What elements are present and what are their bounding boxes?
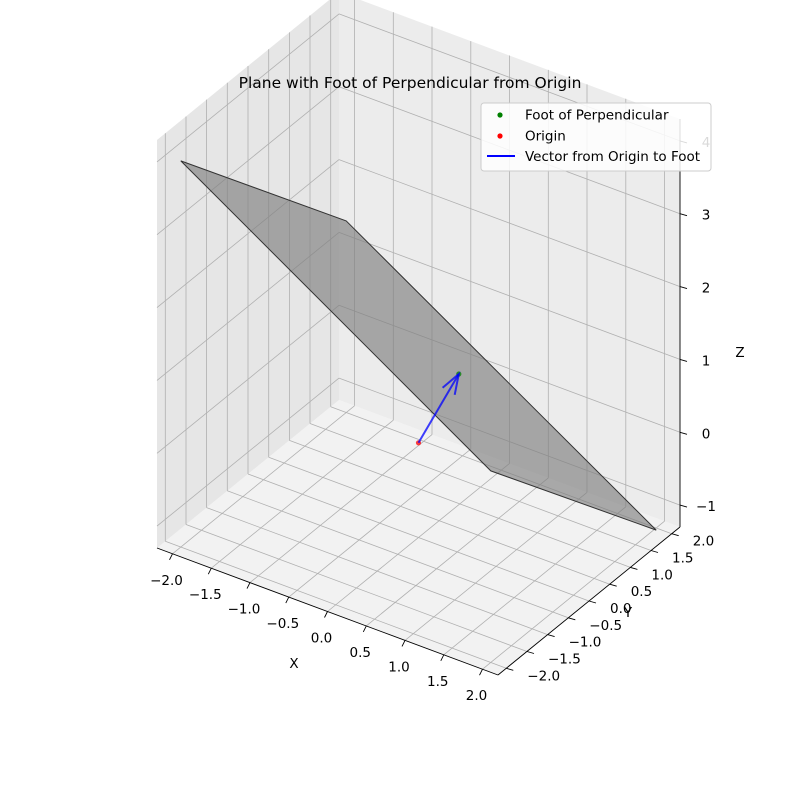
y-tick-label: −1.5 — [548, 652, 581, 668]
z-tick-mark — [679, 358, 688, 362]
x-tick-mark — [246, 582, 251, 589]
z-axis-label: Z — [735, 345, 744, 361]
y-tick-label: −0.5 — [589, 618, 622, 634]
x-tick-label: 1.0 — [388, 659, 409, 675]
floor-grid-y — [309, 423, 652, 551]
x-tick-mark — [207, 567, 212, 575]
vector-arrowhead — [441, 371, 461, 395]
floor-grid-y — [268, 456, 610, 585]
x-tick-label: 2.0 — [466, 688, 487, 704]
x-tick-mark — [362, 625, 367, 633]
z-tick-label: 2 — [702, 281, 711, 297]
back-grid-z — [338, 159, 681, 287]
x-tick-mark — [479, 668, 483, 676]
y-tick-label: 1.5 — [672, 551, 693, 567]
x-axis-label: X — [289, 656, 298, 672]
x-tick-label: 0.5 — [350, 645, 371, 661]
z-tick-label: 0 — [702, 426, 711, 442]
x-tick-label: 0.0 — [311, 631, 332, 647]
chart-title: Plane with Foot of Perpendicular from Or… — [239, 74, 582, 92]
legend-label-vector: Vector from Origin to Foot — [525, 149, 700, 165]
y-tick-label: 0.5 — [631, 584, 652, 600]
left-grid-z — [156, 159, 340, 308]
x-tick-mark — [401, 640, 406, 647]
left-grid-z — [156, 377, 340, 527]
floor-grid-y — [165, 540, 507, 669]
x-tick-mark — [440, 654, 445, 662]
y-tick-mark — [506, 667, 514, 671]
left-grid-z — [156, 13, 340, 163]
legend-label-origin: Origin — [525, 129, 566, 145]
y-tick-mark — [630, 566, 638, 570]
x-tick-label: −1.0 — [228, 602, 261, 618]
y-tick-mark — [650, 550, 659, 553]
y-tick-label: 1.0 — [651, 567, 672, 583]
y-tick-mark — [568, 617, 576, 621]
y-axis-label: Y — [623, 605, 633, 621]
x-tick-mark — [324, 611, 328, 618]
y-tick-mark — [609, 583, 617, 587]
x-tick-label: −2.0 — [150, 573, 183, 589]
plane-surface — [180, 160, 657, 531]
z-tick-mark — [679, 431, 688, 435]
left-grid-z — [156, 304, 340, 454]
x-tick-label: 1.5 — [427, 674, 448, 690]
legend-label-foot: Foot of Perpendicular — [525, 108, 669, 124]
y-tick-label: 0.0 — [610, 601, 631, 617]
legend-marker-foot — [497, 112, 503, 118]
x-tick-mark — [169, 553, 173, 561]
floor-grid-y — [206, 507, 548, 635]
back-grid-z — [338, 232, 681, 360]
floor-grid-y — [247, 473, 590, 602]
z-tick-mark — [679, 213, 688, 217]
legend-marker-origin — [497, 133, 503, 139]
floor-grid-y — [185, 524, 528, 652]
y-tick-mark — [671, 533, 679, 537]
x-tick-mark — [285, 596, 290, 604]
x-tick-label: −1.5 — [189, 587, 222, 603]
z-tick-mark — [679, 286, 688, 290]
legend-frame — [480, 102, 712, 172]
z-tick-label: 1 — [702, 353, 711, 369]
vector-shaft — [417, 373, 460, 444]
y-tick-label: 2.0 — [693, 534, 714, 550]
left-grid-z — [156, 86, 340, 236]
plane-polygon — [180, 160, 657, 531]
data-marks — [415, 371, 462, 446]
legend: Foot of Perpendicular Origin Vector from… — [480, 102, 712, 172]
z-tick-label: 3 — [702, 208, 711, 224]
y-tick-label: −1.0 — [569, 635, 602, 651]
y-tick-label: −2.0 — [527, 668, 560, 684]
z-tick-mark — [679, 504, 688, 508]
y-tick-mark — [588, 600, 597, 604]
tick-labels: −2.0−1.5−1.0−0.50.00.51.01.52.0−2.0−1.5−… — [150, 135, 716, 704]
y-tick-mark — [526, 651, 535, 654]
y-tick-mark — [547, 634, 555, 638]
floor-grid-y — [227, 490, 569, 619]
z-tick-label: −1 — [696, 499, 716, 515]
x-tick-label: −0.5 — [266, 616, 299, 632]
floor-grid-y — [289, 440, 631, 568]
